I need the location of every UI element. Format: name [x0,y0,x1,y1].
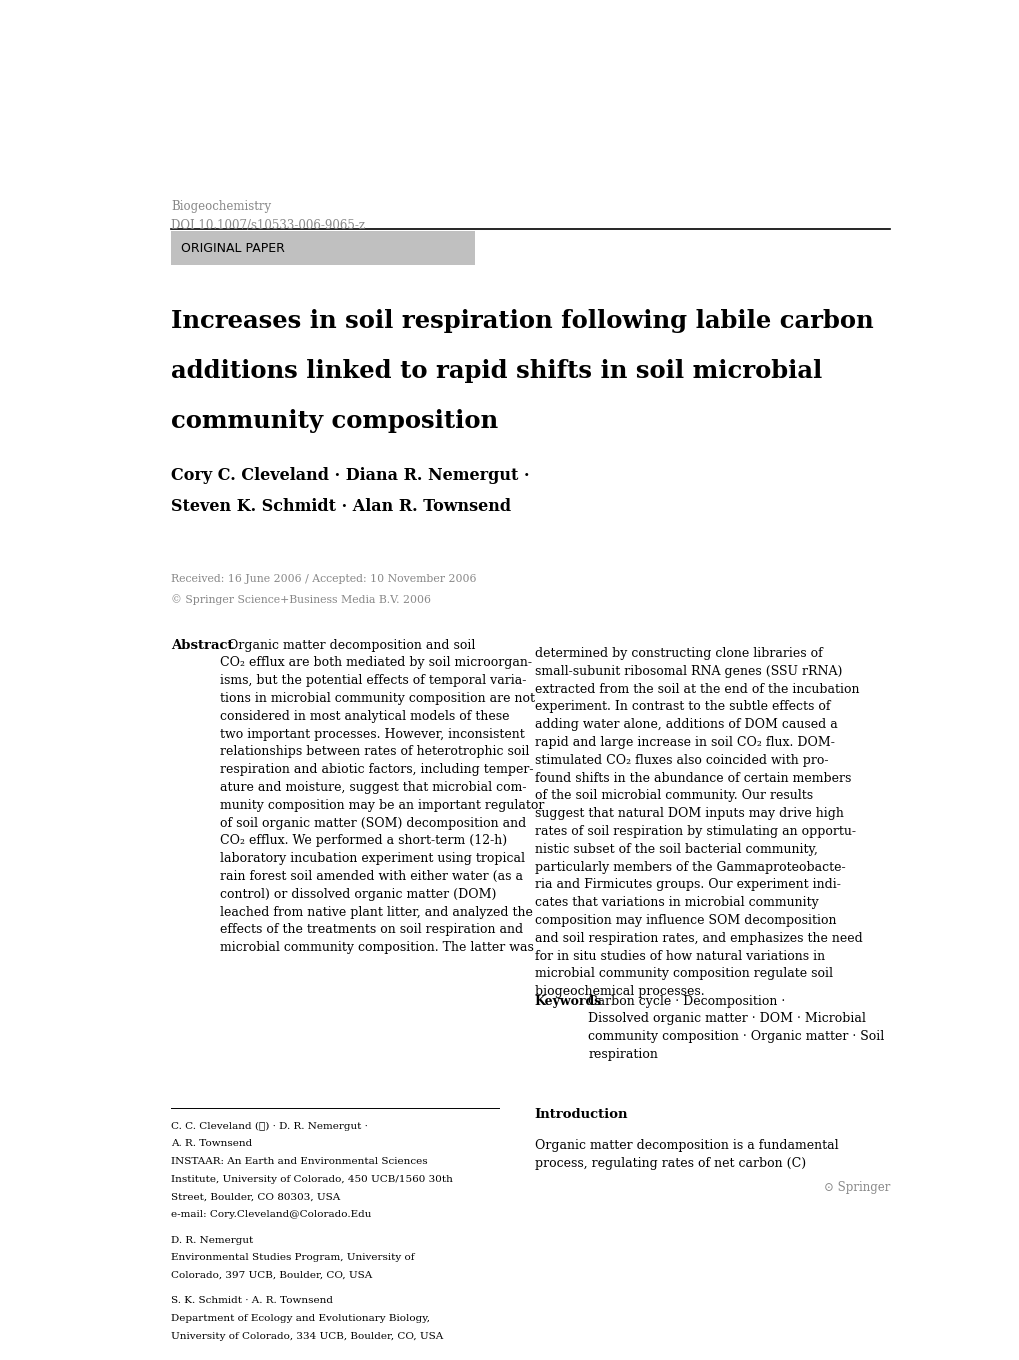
Text: Department of Ecology and Evolutionary Biology,: Department of Ecology and Evolutionary B… [171,1314,430,1323]
Text: A. R. Townsend: A. R. Townsend [171,1140,252,1148]
Text: Organic matter decomposition and soil
CO₂ efflux are both mediated by soil micro: Organic matter decomposition and soil CO… [220,639,544,955]
FancyBboxPatch shape [171,231,475,265]
Text: D. R. Nemergut: D. R. Nemergut [171,1235,253,1244]
Text: University of Colorado, 334 UCB, Boulder, CO, USA: University of Colorado, 334 UCB, Boulder… [171,1331,443,1341]
Text: INSTAAR: An Earth and Environmental Sciences: INSTAAR: An Earth and Environmental Scie… [171,1157,427,1166]
Text: community composition: community composition [171,409,497,434]
Text: Increases in soil respiration following labile carbon: Increases in soil respiration following … [171,309,872,333]
Text: additions linked to rapid shifts in soil microbial: additions linked to rapid shifts in soil… [171,359,821,384]
Text: Biogeochemistry: Biogeochemistry [171,200,271,214]
Text: Colorado, 397 UCB, Boulder, CO, USA: Colorado, 397 UCB, Boulder, CO, USA [171,1272,372,1280]
Text: Received: 16 June 2006 / Accepted: 10 November 2006: Received: 16 June 2006 / Accepted: 10 No… [171,574,476,583]
Text: ORIGINAL PAPER: ORIGINAL PAPER [181,242,285,254]
Text: Cory C. Cleveland · Diana R. Nemergut ·: Cory C. Cleveland · Diana R. Nemergut · [171,466,529,484]
Text: S. K. Schmidt · A. R. Townsend: S. K. Schmidt · A. R. Townsend [171,1296,332,1306]
Text: ⊙ Springer: ⊙ Springer [823,1180,890,1194]
Text: Organic matter decomposition is a fundamental
process, regulating rates of net c: Organic matter decomposition is a fundam… [534,1140,838,1170]
Text: Environmental Studies Program, University of: Environmental Studies Program, Universit… [171,1254,414,1262]
Text: Carbon cycle · Decomposition ·
Dissolved organic matter · DOM · Microbial
commun: Carbon cycle · Decomposition · Dissolved… [588,994,883,1061]
Text: e-mail: Cory.Cleveland@Colorado.Edu: e-mail: Cory.Cleveland@Colorado.Edu [171,1210,371,1220]
Text: determined by constructing clone libraries of
small-subunit ribosomal RNA genes : determined by constructing clone librari… [534,647,861,998]
Text: Keywords: Keywords [534,994,601,1008]
Text: DOI 10.1007/s10533-006-9065-z: DOI 10.1007/s10533-006-9065-z [171,219,365,231]
Text: Institute, University of Colorado, 450 UCB/1560 30th: Institute, University of Colorado, 450 U… [171,1175,452,1183]
Text: Abstract: Abstract [171,639,233,651]
Text: © Springer Science+Business Media B.V. 2006: © Springer Science+Business Media B.V. 2… [171,594,431,605]
Text: Street, Boulder, CO 80303, USA: Street, Boulder, CO 80303, USA [171,1193,340,1202]
Text: Steven K. Schmidt · Alan R. Townsend: Steven K. Schmidt · Alan R. Townsend [171,498,511,515]
Text: C. C. Cleveland (✉) · D. R. Nemergut ·: C. C. Cleveland (✉) · D. R. Nemergut · [171,1122,368,1130]
Text: Introduction: Introduction [534,1108,628,1121]
